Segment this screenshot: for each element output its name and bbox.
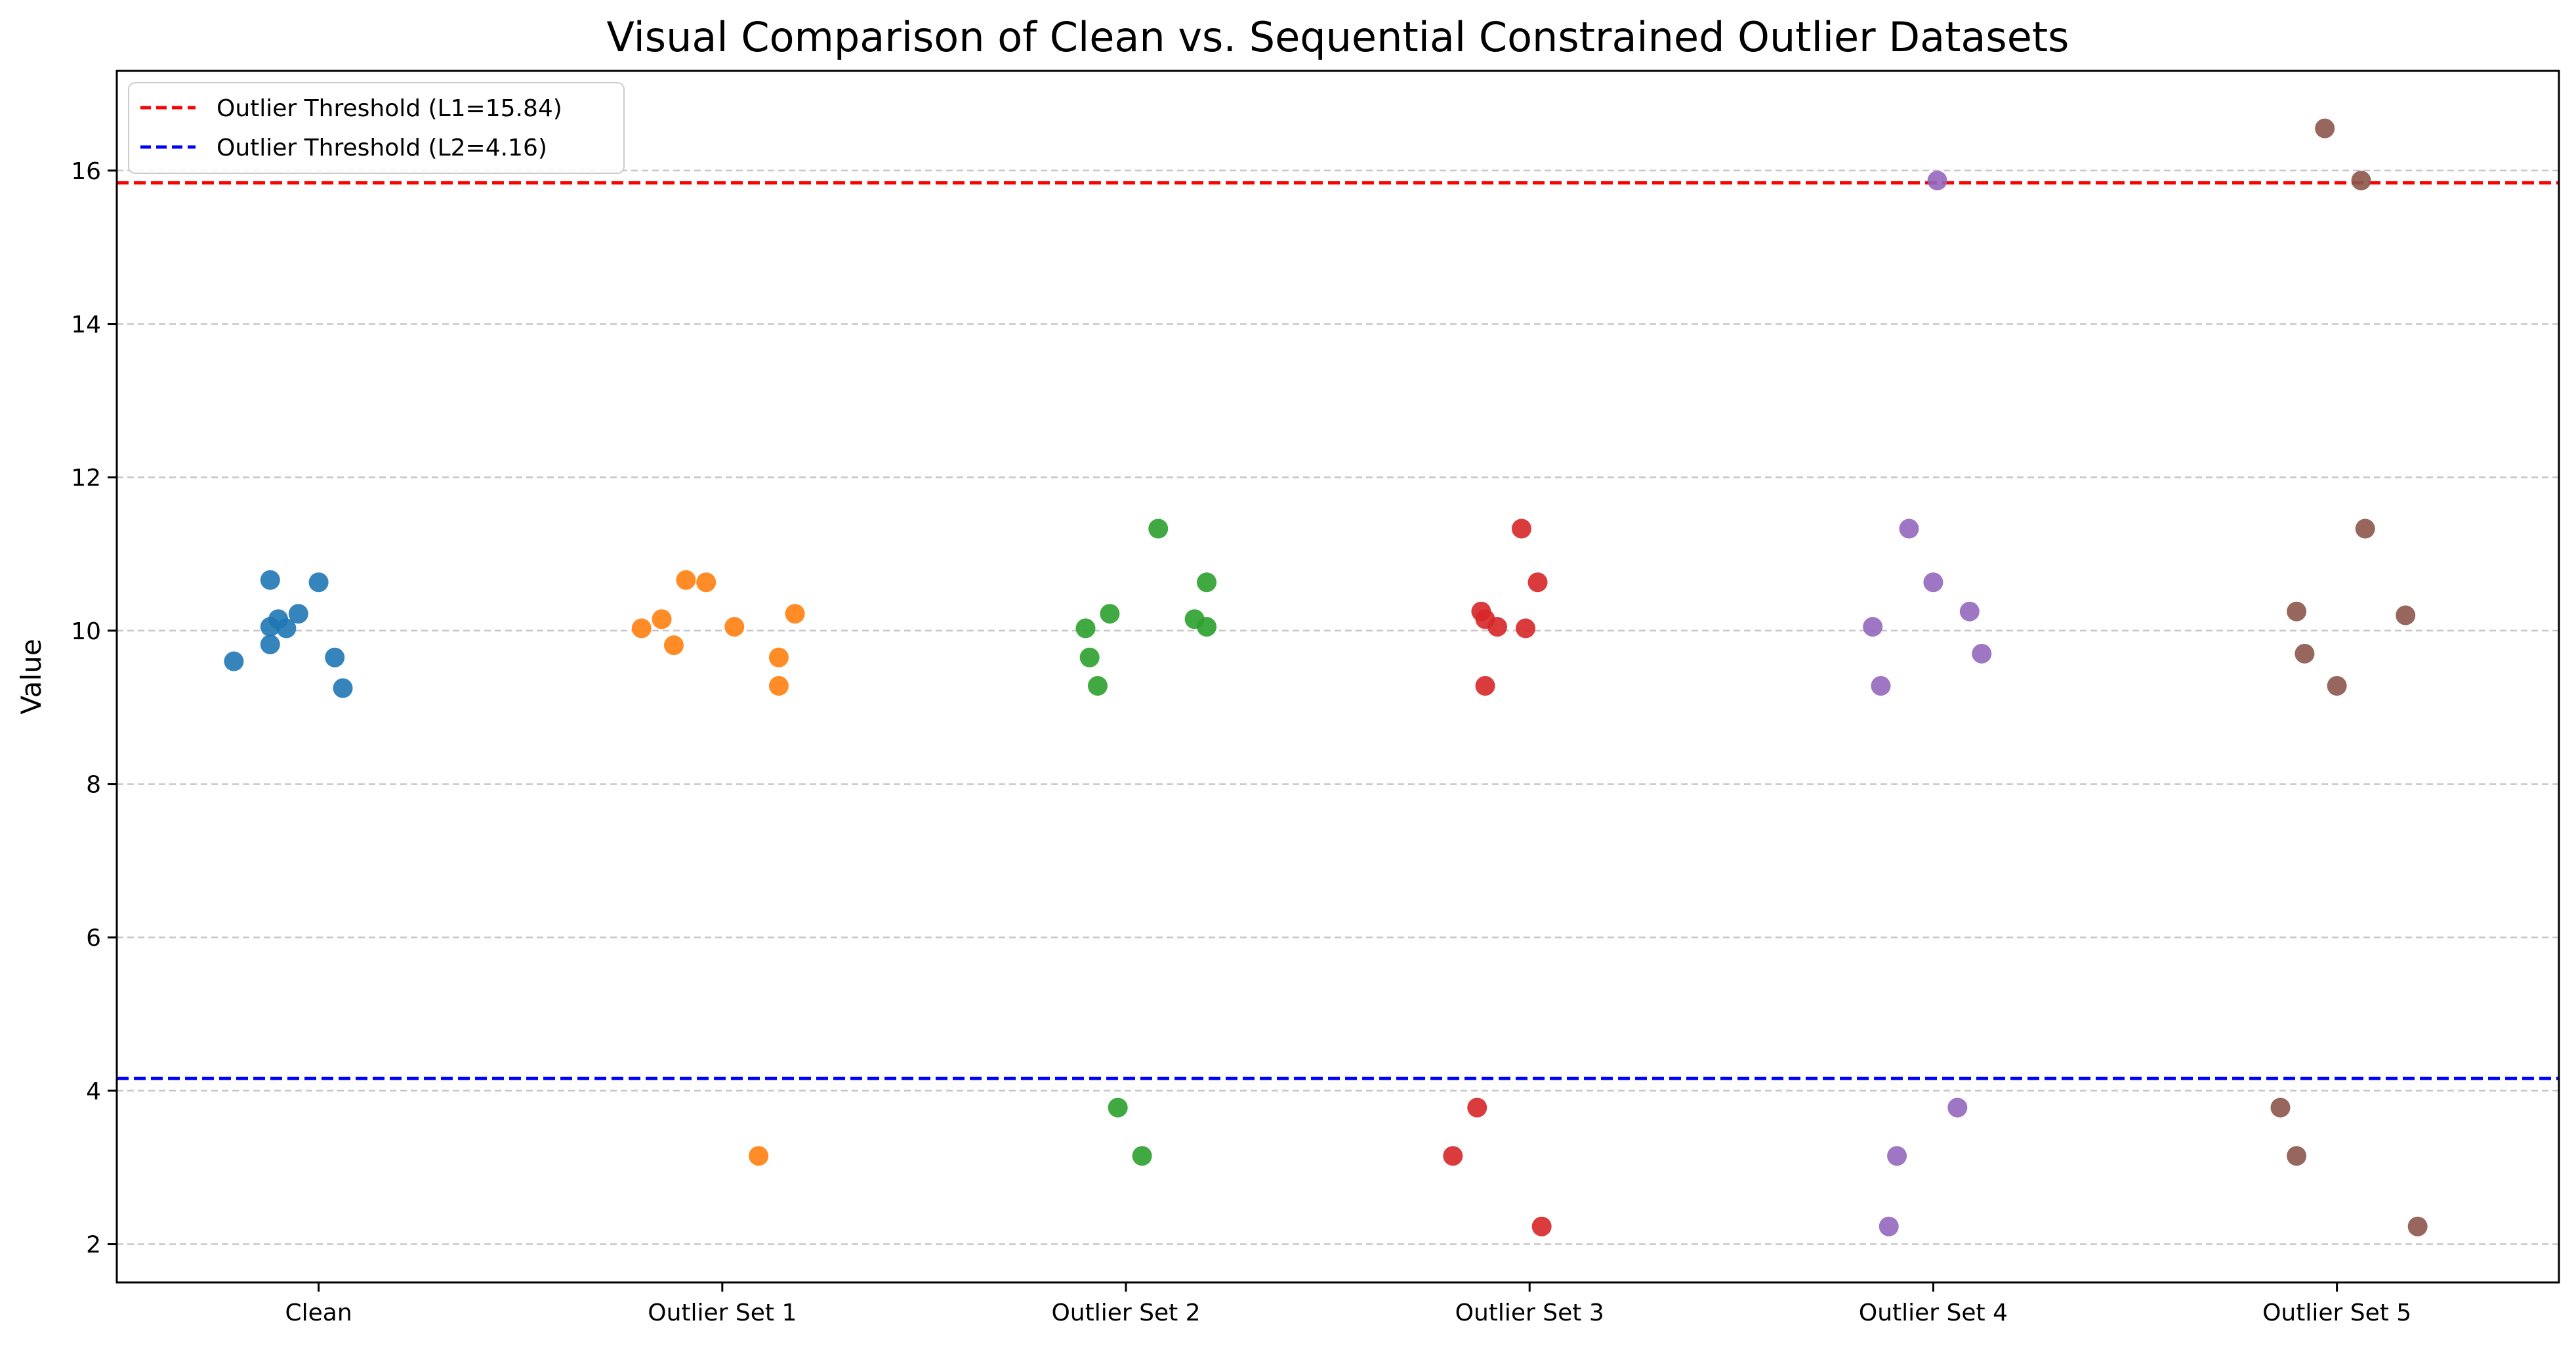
data-point bbox=[1197, 572, 1217, 593]
data-point bbox=[785, 604, 805, 624]
data-point bbox=[224, 651, 244, 671]
data-point bbox=[1197, 617, 1217, 637]
data-point bbox=[1075, 618, 1096, 639]
plot-frame bbox=[115, 70, 2560, 1284]
data-point bbox=[1132, 1146, 1152, 1166]
data-point bbox=[1087, 676, 1108, 696]
data-points bbox=[224, 118, 2428, 1236]
data-point bbox=[1487, 617, 1508, 637]
data-point bbox=[260, 570, 280, 590]
chart-title: Visual Comparison of Clean vs. Sequentia… bbox=[607, 13, 2069, 61]
y-axis-label: Value bbox=[15, 639, 47, 714]
reference-lines bbox=[117, 181, 2559, 1080]
data-point bbox=[2407, 1216, 2428, 1236]
x-tick-label: Outlier Set 5 bbox=[2262, 1299, 2411, 1326]
y-tick-label: 14 bbox=[71, 312, 101, 339]
y-tick-label: 10 bbox=[71, 618, 101, 645]
y-tick-label: 4 bbox=[86, 1078, 101, 1105]
data-point bbox=[2270, 1097, 2291, 1118]
x-tick-label: Outlier Set 1 bbox=[648, 1299, 797, 1326]
data-point bbox=[2327, 676, 2347, 696]
data-point bbox=[260, 634, 280, 654]
legend-label: Outlier Threshold (L2=4.16) bbox=[217, 135, 547, 161]
x-axis: Clean Outlier Set 1 Outlier Set 2 Outlier S… bbox=[285, 1282, 2411, 1326]
data-point bbox=[1100, 604, 1120, 624]
data-point bbox=[1527, 572, 1548, 593]
data-point bbox=[652, 609, 672, 629]
y-tick-label: 8 bbox=[86, 772, 101, 799]
data-point bbox=[1467, 1097, 1487, 1118]
data-point bbox=[1972, 643, 1992, 664]
data-point bbox=[2315, 118, 2335, 138]
data-point bbox=[325, 647, 345, 667]
data-point bbox=[1863, 617, 1883, 637]
y-tick-label: 6 bbox=[86, 925, 101, 952]
data-point bbox=[724, 617, 745, 637]
y-tick-label: 12 bbox=[71, 465, 101, 492]
legend-label: Outlier Threshold (L1=15.84) bbox=[217, 95, 562, 122]
data-point bbox=[1531, 1216, 1552, 1236]
y-tick-label: 2 bbox=[86, 1232, 101, 1259]
data-point bbox=[1871, 676, 1891, 696]
y-axis: 2 4 6 8 10 12 14 16 bbox=[71, 158, 117, 1259]
legend-box bbox=[128, 82, 625, 174]
data-point bbox=[631, 618, 652, 639]
x-tick-label: Outlier Set 3 bbox=[1455, 1299, 1604, 1326]
x-tick-label: Clean bbox=[285, 1299, 352, 1326]
data-point bbox=[1899, 518, 1919, 539]
data-point bbox=[2287, 601, 2307, 622]
data-point bbox=[2295, 643, 2315, 664]
data-point bbox=[308, 572, 329, 593]
data-point bbox=[1887, 1146, 1907, 1166]
data-point bbox=[2351, 171, 2371, 191]
legend: Outlier Threshold (L1=15.84) Outlier Thre… bbox=[128, 82, 625, 174]
data-point bbox=[663, 635, 684, 656]
data-point bbox=[1516, 618, 1536, 639]
data-point bbox=[333, 678, 353, 698]
data-point bbox=[1959, 601, 1980, 622]
y-tick-label: 16 bbox=[71, 158, 101, 185]
data-point bbox=[276, 618, 297, 639]
data-point bbox=[768, 676, 789, 696]
data-point bbox=[1923, 572, 1943, 593]
grid-layer bbox=[117, 169, 2559, 1245]
data-point bbox=[1947, 1097, 1968, 1118]
x-tick-label: Outlier Set 2 bbox=[1051, 1299, 1200, 1326]
data-point bbox=[1108, 1097, 1128, 1118]
data-point bbox=[2355, 518, 2375, 539]
data-point bbox=[1443, 1146, 1463, 1166]
data-point bbox=[1927, 171, 1947, 191]
data-point bbox=[768, 647, 789, 667]
x-tick-label: Outlier Set 4 bbox=[1859, 1299, 2008, 1326]
data-point bbox=[749, 1146, 769, 1166]
data-point bbox=[1511, 518, 1531, 539]
data-point bbox=[2396, 605, 2416, 625]
data-point bbox=[1079, 647, 1100, 667]
data-point bbox=[696, 572, 717, 593]
data-point bbox=[2287, 1146, 2307, 1166]
data-point bbox=[1148, 518, 1169, 539]
data-point bbox=[288, 604, 308, 624]
data-point bbox=[676, 570, 696, 590]
data-point bbox=[1475, 676, 1495, 696]
data-point bbox=[1879, 1216, 1899, 1236]
